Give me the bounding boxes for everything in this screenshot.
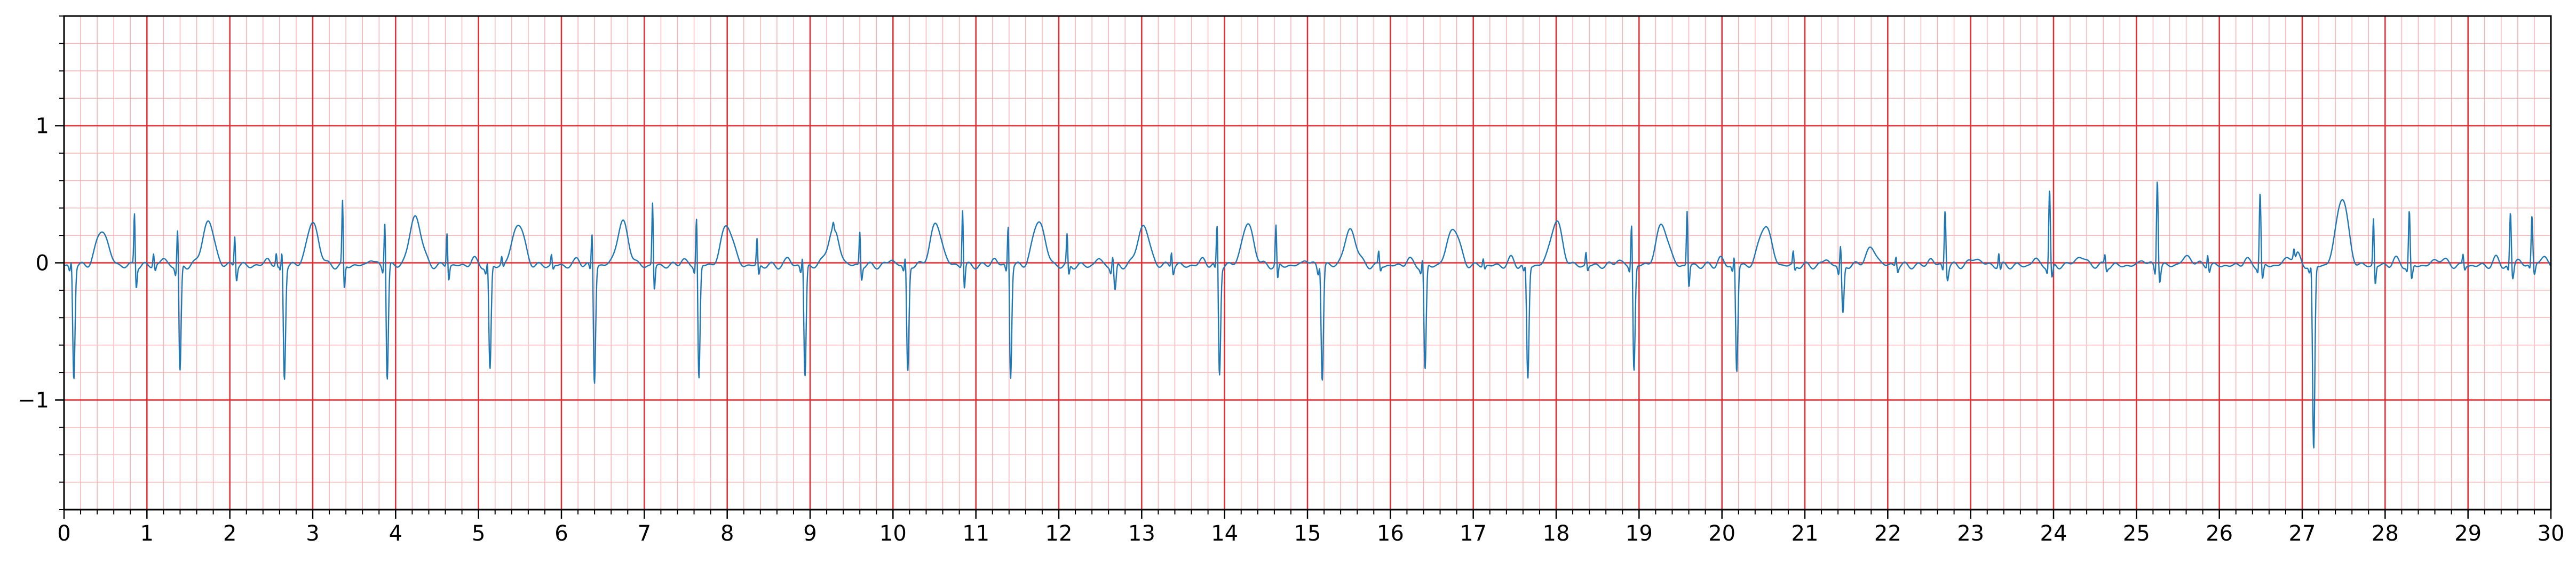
x-tick-label: 19: [1626, 521, 1653, 546]
y-tick-label: −1: [18, 388, 49, 413]
x-tick-label: 5: [472, 521, 485, 546]
x-tick-label: 15: [1294, 521, 1321, 546]
x-tick-label: 3: [306, 521, 319, 546]
x-tick-label: 9: [803, 521, 817, 546]
x-tick-label: 7: [638, 521, 651, 546]
y-tick-label: 1: [36, 114, 49, 139]
x-tick-label: 1: [140, 521, 154, 546]
x-tick-label: 30: [2538, 521, 2565, 546]
x-tick-label: 24: [2040, 521, 2067, 546]
x-tick-label: 27: [2289, 521, 2316, 546]
x-tick-label: 29: [2454, 521, 2482, 546]
x-tick-label: 8: [720, 521, 734, 546]
x-tick-label: 2: [223, 521, 236, 546]
x-tick-label: 10: [879, 521, 907, 546]
x-tick-label: 28: [2372, 521, 2399, 546]
series-layer: [64, 181, 2551, 449]
x-tick-label: 25: [2123, 521, 2150, 546]
x-tick-label: 22: [1874, 521, 1901, 546]
x-tick-label: 21: [1792, 521, 1819, 546]
ecg-series-line: [64, 181, 2551, 449]
x-tick-label: 11: [962, 521, 989, 546]
y-tick-label: 0: [36, 251, 49, 276]
x-tick-label: 4: [389, 521, 402, 546]
x-tick-label: 13: [1128, 521, 1155, 546]
x-tick-label: 14: [1211, 521, 1238, 546]
x-tick-label: 23: [1957, 521, 1984, 546]
x-tick-label: 12: [1045, 521, 1073, 546]
x-tick-label: 17: [1460, 521, 1487, 546]
x-tick-label: 16: [1377, 521, 1404, 546]
x-tick-label: 6: [554, 521, 568, 546]
y-axis: −1 0 1: [18, 15, 64, 510]
x-tick-label: 26: [2206, 521, 2233, 546]
x-tick-label: 0: [57, 521, 70, 546]
x-axis: 0 1 2 3 4 5 6 7 8 9 10 11 12 13 14 15 16 17 18 19 20 21 22 23 24…: [57, 510, 2564, 546]
x-tick-label: 18: [1543, 521, 1570, 546]
x-tick-label: 20: [1708, 521, 1735, 546]
